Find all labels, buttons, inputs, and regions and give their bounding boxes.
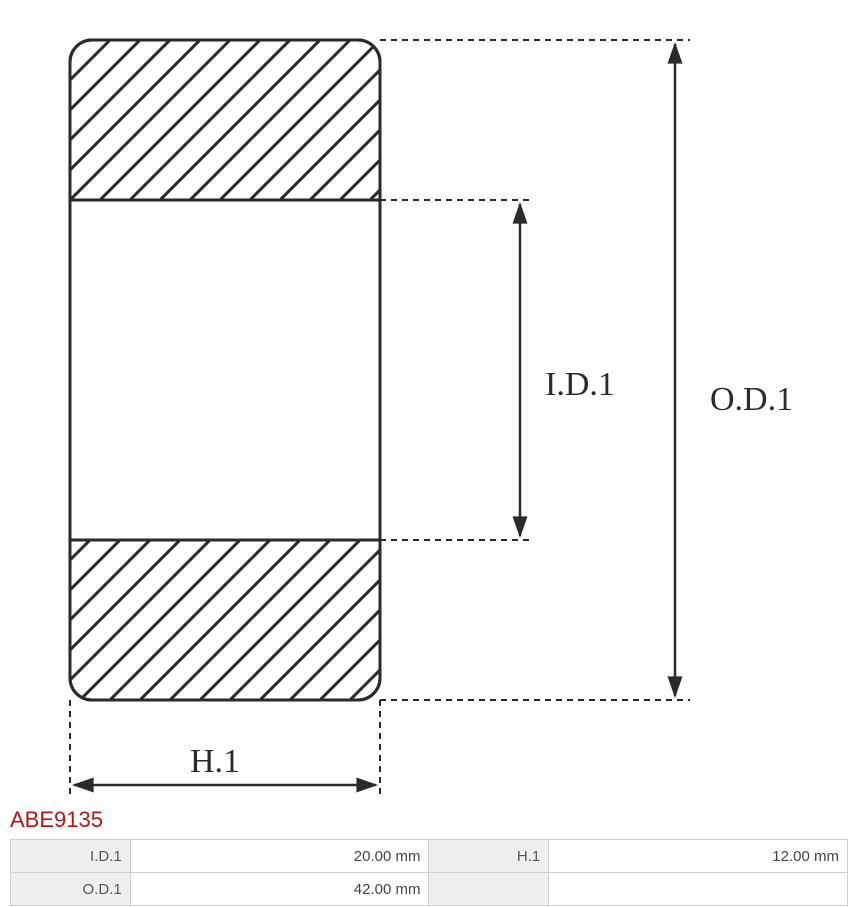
spec-label: H.1 <box>429 840 549 873</box>
spec-label: I.D.1 <box>11 840 131 873</box>
spec-value: 12.00 mm <box>549 840 848 873</box>
spec-label: O.D.1 <box>11 873 131 906</box>
od1-label: O.D.1 <box>710 381 793 418</box>
h1-label: H.1 <box>190 743 240 780</box>
spec-table: I.D.1 20.00 mm H.1 12.00 mm O.D.1 42.00 … <box>10 839 848 906</box>
spec-value <box>549 873 848 906</box>
technical-diagram: O.D.1 I.D.1 H.1 <box>0 0 848 805</box>
table-row: O.D.1 42.00 mm <box>11 873 848 906</box>
table-row: I.D.1 20.00 mm H.1 12.00 mm <box>11 840 848 873</box>
part-number-title: ABE9135 <box>0 807 848 833</box>
spec-value: 42.00 mm <box>130 873 429 906</box>
spec-label <box>429 873 549 906</box>
spec-value: 20.00 mm <box>130 840 429 873</box>
id1-label: I.D.1 <box>545 366 615 403</box>
